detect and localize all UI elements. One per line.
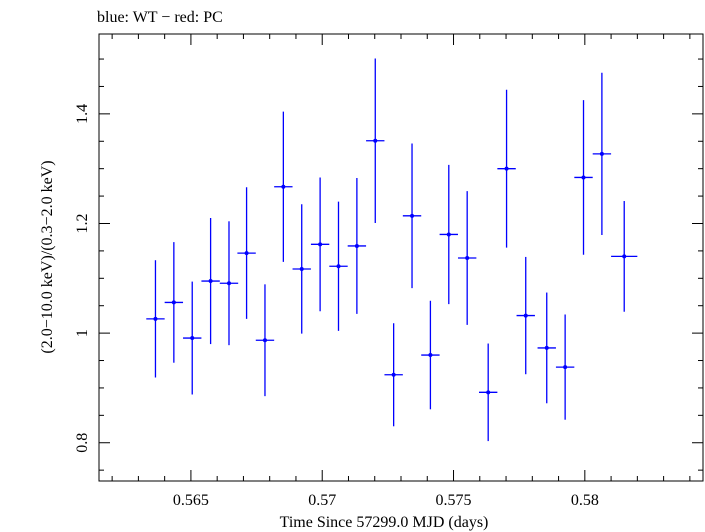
- point-marker: [244, 251, 249, 256]
- data-point: [146, 260, 165, 378]
- data-point: [574, 100, 593, 255]
- point-marker: [486, 390, 491, 395]
- data-point: [292, 204, 311, 334]
- x-tick-label: 0.575: [436, 492, 472, 509]
- data-point: [329, 201, 348, 331]
- point-marker: [544, 345, 549, 350]
- point-marker: [563, 365, 568, 370]
- point-marker: [262, 338, 267, 343]
- x-tick-label: 0.58: [571, 492, 599, 509]
- point-marker: [299, 266, 304, 271]
- point-marker: [465, 256, 470, 261]
- data-point: [237, 187, 256, 319]
- data-point: [347, 177, 367, 314]
- x-axis-ticks: 0.565 0.57 0.575 0.58: [111, 34, 691, 509]
- data-point: [457, 191, 477, 325]
- point-marker: [190, 336, 195, 341]
- data-point: [537, 292, 556, 404]
- point-marker: [153, 316, 158, 321]
- data-point: [516, 256, 535, 375]
- x-tick-label: 0.565: [173, 492, 209, 509]
- data-point: [310, 177, 330, 312]
- data-point: [555, 314, 575, 420]
- data-point: [255, 284, 275, 397]
- data-point: [421, 300, 440, 410]
- point-marker: [208, 279, 213, 284]
- point-marker: [428, 353, 433, 358]
- y-tick-label: 1.2: [74, 213, 91, 233]
- y-tick-label: 1: [74, 329, 91, 337]
- point-marker: [373, 138, 378, 143]
- point-marker: [410, 213, 415, 218]
- y-tick-label: 1.4: [74, 104, 91, 124]
- point-marker: [354, 243, 359, 248]
- data-point: [274, 111, 293, 262]
- point-marker: [581, 175, 586, 180]
- data-point: [611, 201, 638, 312]
- data-point: [497, 89, 516, 248]
- plot-frame: [98, 33, 704, 482]
- data-point: [384, 323, 403, 427]
- point-marker: [446, 232, 451, 237]
- point-marker: [171, 300, 176, 305]
- point-marker: [226, 281, 231, 286]
- point-marker: [599, 151, 604, 156]
- data-point: [592, 72, 612, 235]
- data-point: [402, 143, 422, 289]
- point-marker: [336, 264, 341, 269]
- data-point: [366, 58, 385, 223]
- point-marker: [504, 166, 509, 171]
- point-marker: [391, 372, 396, 377]
- point-marker: [318, 242, 323, 247]
- x-axis-label: Time Since 57299.0 MJD (days): [280, 514, 489, 531]
- data-point: [478, 343, 498, 442]
- data-point: [201, 218, 220, 345]
- chart-title: blue: WT − red: PC: [97, 9, 223, 26]
- data-point: [439, 164, 458, 305]
- y-axis-label: (2.0−10.0 keV)/(0.3−2.0 keV): [39, 160, 56, 353]
- data-points: [146, 58, 638, 442]
- point-marker: [523, 313, 528, 318]
- data-point: [183, 281, 202, 395]
- data-point: [164, 242, 184, 363]
- y-axis-ticks: 0.8 1 1.2 1.4: [74, 58, 703, 471]
- point-marker: [281, 184, 286, 189]
- x-tick-label: 0.57: [308, 492, 336, 509]
- point-marker: [622, 254, 627, 259]
- y-tick-label: 0.8: [74, 433, 91, 453]
- data-point: [219, 221, 239, 346]
